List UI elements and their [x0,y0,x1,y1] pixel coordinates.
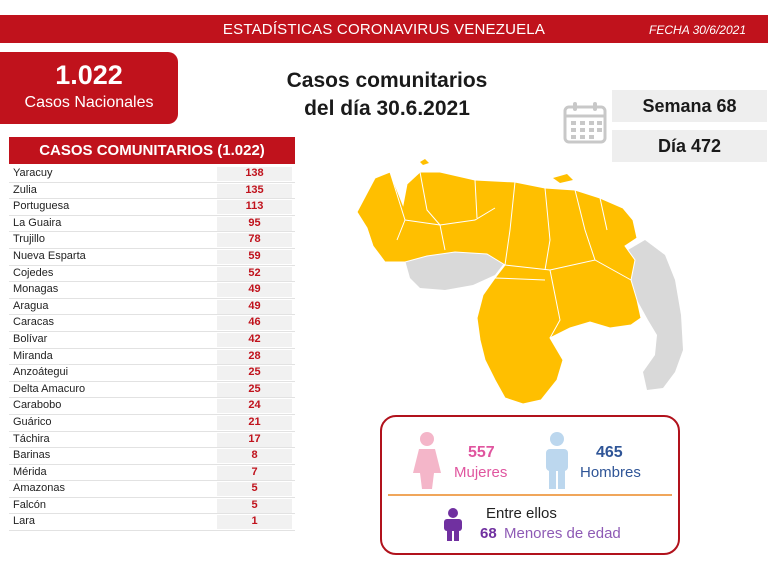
state-cases: 28 [217,349,292,364]
map-island [553,174,573,183]
state-cases: 135 [217,183,292,198]
venezuela-map [356,159,683,405]
cases-table: Yaracuy 138 Zulia 135 Portuguesa 113 La Guaira… [9,166,295,532]
state-cases: 25 [217,366,292,381]
state-cases: 1 [217,515,292,530]
state-cases: 52 [217,266,292,281]
map-neighbor-west [405,250,505,290]
table-row: Anzoátegui 25 [9,365,295,382]
state-name: Nueva Esparta [13,249,86,262]
national-cases-card: 1.022 Casos Nacionales [0,52,178,124]
table-row: Barinas 8 [9,448,295,465]
men-count: 465 [596,444,623,461]
table-title: CASOS COMUNITARIOS (1.022) [9,137,295,164]
table-row: Caracas 46 [9,315,295,332]
state-name: Carabobo [13,399,62,412]
state-name: Táchira [13,432,50,445]
state-cases: 21 [217,415,292,430]
state-cases: 78 [217,233,292,248]
table-row: Delta Amacuro 25 [9,382,295,399]
table-row: Falcón 5 [9,498,295,515]
state-name: Yaracuy [13,167,53,179]
national-cases-count: 1.022 [55,60,123,90]
state-cases: 7 [217,465,292,480]
week-badge: Semana 68 [612,90,767,122]
state-cases: 8 [217,449,292,464]
child-figure-icon [444,508,462,541]
state-cases: 5 [217,482,292,497]
state-cases: 59 [217,249,292,264]
table-row: Monagas 49 [9,282,295,299]
state-name: Lara [13,515,36,528]
map-neighbor-east [628,240,683,390]
day-badge: Día 472 [612,130,767,162]
table-row: Mérida 7 [9,465,295,482]
table-row: Táchira 17 [9,432,295,449]
state-name: Mérida [13,465,47,478]
header-title: ESTADÍSTICAS CORONAVIRUS VENEZUELA [222,21,546,38]
divider [388,494,672,496]
state-name: Guárico [13,415,52,428]
among-label: Entre ellos [486,505,557,522]
women-label: Mujeres [454,464,508,481]
headline-line1: Casos comunitarios [286,69,488,92]
state-cases: 95 [217,216,292,231]
state-cases: 138 [217,167,292,181]
state-name: Aragua [13,299,49,312]
state-name: Portuguesa [13,200,70,213]
state-cases: 46 [217,316,292,331]
minors-label: Menores de edad [504,525,621,542]
national-cases-label: Casos Nacionales [24,94,154,111]
state-name: Bolívar [13,332,48,345]
minors-count: 68 [480,525,497,542]
state-cases: 42 [217,332,292,347]
state-cases: 113 [217,200,292,215]
table-row: La Guaira 95 [9,216,295,233]
table-row: Zulia 135 [9,183,295,200]
table-row: Miranda 28 [9,349,295,366]
table-row: Amazonas 5 [9,481,295,498]
state-name: Caracas [13,316,54,329]
state-cases: 25 [217,382,292,397]
women-count: 557 [468,444,495,461]
table-row: Nueva Esparta 59 [9,249,295,266]
state-cases: 49 [217,283,292,298]
state-name: La Guaira [13,216,62,229]
state-name: Cojedes [13,266,54,279]
table-row: Carabobo 24 [9,398,295,415]
map-territory [356,171,642,405]
state-cases: 49 [217,299,292,314]
woman-figure-icon [413,432,441,489]
map-state-borders [389,171,632,339]
table-row: Cojedes 52 [9,266,295,283]
state-cases: 24 [217,399,292,414]
calendar-icon [563,102,607,144]
table-row: Portuguesa 113 [9,199,295,216]
state-name: Delta Amacuro [13,382,86,395]
state-cases: 5 [217,498,292,513]
table-row: Guárico 21 [9,415,295,432]
headline: Casos comunitarios del día 30.6.2021 [262,67,512,123]
state-name: Amazonas [13,482,65,495]
state-name: Miranda [13,349,53,362]
table-row: Bolívar 42 [9,332,295,349]
men-label: Hombres [580,464,641,481]
gender-summary-card: 557 Mujeres 465 Hombres Entre ellos 68 M… [380,415,680,555]
state-name: Zulia [13,183,37,196]
header-bar: ESTADÍSTICAS CORONAVIRUS VENEZUELA FECHA… [0,15,768,43]
man-figure-icon [546,432,568,489]
table-row: Lara 1 [9,514,295,532]
table-row: Trujillo 78 [9,232,295,249]
table-row: Aragua 49 [9,299,295,316]
state-name: Barinas [13,449,51,462]
headline-line2: del día 30.6.2021 [304,97,470,120]
state-name: Trujillo [13,233,45,246]
state-name: Anzoátegui [13,366,69,379]
state-cases: 17 [217,432,292,447]
header-date: FECHA 30/6/2021 [649,23,746,37]
state-name: Falcón [13,498,47,511]
table-row: Yaracuy 138 [9,166,295,183]
state-name: Monagas [13,283,59,296]
